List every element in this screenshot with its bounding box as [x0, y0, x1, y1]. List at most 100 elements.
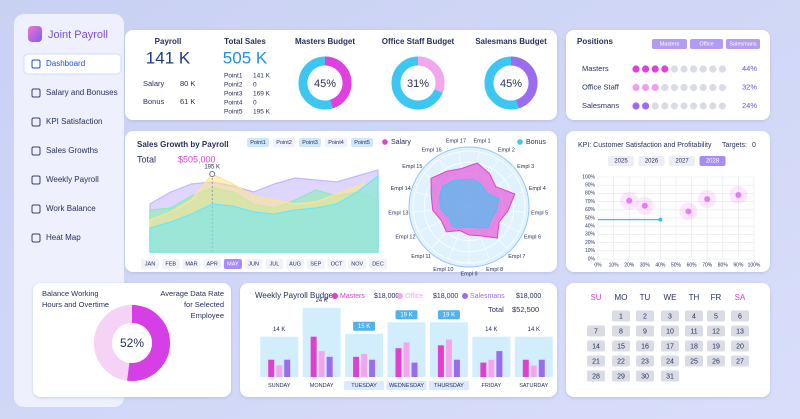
button-label[interactable]: Point2 — [276, 140, 292, 146]
button — [608, 156, 634, 166]
day[interactable]: 30 — [641, 373, 649, 380]
day[interactable]: 13 — [736, 328, 744, 335]
nav-item[interactable]: Salary and Bonuses — [46, 88, 118, 97]
x-tick-label[interactable]: DEC — [372, 261, 384, 267]
x-tick-label[interactable]: AUG — [289, 261, 301, 267]
button-label[interactable]: Salesmans — [729, 41, 756, 47]
day[interactable]: 1 — [619, 313, 623, 320]
day[interactable]: 2 — [643, 313, 647, 320]
nav-icon — [31, 146, 41, 156]
day[interactable]: 12 — [712, 328, 720, 335]
axis-label: Empl 2 — [498, 147, 515, 153]
button-label[interactable]: Point3 — [302, 140, 318, 146]
button-label[interactable]: 2026 — [645, 159, 659, 165]
day[interactable]: 14 — [592, 343, 600, 350]
day[interactable]: 6 — [738, 313, 742, 320]
button — [351, 138, 373, 147]
button-label[interactable]: 2027 — [675, 159, 689, 165]
day[interactable]: 19 — [712, 343, 720, 350]
chart-title: Office Staff Budget — [382, 37, 455, 46]
day[interactable]: 9 — [643, 328, 647, 335]
day-cell — [707, 310, 725, 322]
nav-item[interactable]: Weekly Payroll — [46, 175, 99, 184]
day[interactable]: 28 — [592, 373, 600, 380]
bar — [488, 359, 495, 377]
point-label: Point4 — [224, 100, 243, 107]
nav-item[interactable]: Heat Map — [46, 233, 81, 242]
button-label[interactable]: 2025 — [614, 159, 628, 165]
x-tick-label[interactable]: OCT — [331, 261, 343, 267]
day[interactable]: 20 — [736, 343, 744, 350]
balance-title-box: Balance Working Hours and Overtime — [42, 289, 110, 309]
x-tick-label[interactable]: MAY — [227, 261, 239, 267]
label: Salary — [143, 79, 165, 88]
button — [273, 138, 295, 147]
button-label[interactable]: Office — [699, 41, 713, 47]
button-label[interactable]: Masters — [660, 41, 680, 47]
total-label: Total — [488, 305, 504, 314]
button — [638, 156, 665, 166]
day[interactable]: 4 — [692, 313, 696, 320]
point — [685, 208, 692, 215]
day[interactable]: 25 — [690, 358, 698, 365]
x-tick-label[interactable]: JUN — [248, 261, 259, 267]
day-cell — [685, 325, 703, 337]
x-tick-label[interactable]: APR — [207, 261, 218, 267]
nav-item[interactable]: Dashboard — [46, 59, 85, 68]
day[interactable]: 5 — [714, 313, 718, 320]
x-tick-label[interactable]: NOV — [351, 261, 363, 267]
day[interactable]: 15 — [617, 343, 625, 350]
button-label[interactable]: 2028 — [706, 159, 720, 165]
day[interactable]: 24 — [666, 358, 674, 365]
bar — [318, 351, 325, 377]
day[interactable]: 3 — [668, 313, 672, 320]
day[interactable]: 31 — [666, 373, 674, 380]
nav-item[interactable]: Work Balance — [46, 204, 96, 213]
day[interactable]: 27 — [736, 358, 744, 365]
x-tick-label: FRIDAY — [481, 383, 501, 389]
button — [699, 156, 726, 166]
x-tick-label[interactable]: JUL — [269, 261, 279, 267]
day[interactable]: 17 — [666, 343, 674, 350]
day[interactable]: 21 — [592, 358, 600, 365]
balance-title: Balance Working Hours and Overtime — [42, 289, 110, 309]
label-box — [437, 310, 460, 320]
day-box — [428, 381, 469, 390]
button-label[interactable]: Point4 — [328, 140, 344, 146]
day[interactable]: 11 — [690, 328, 697, 335]
y-tick-label: 10% — [585, 248, 596, 254]
category-label: Salesmans — [582, 101, 619, 110]
day[interactable]: 29 — [617, 373, 625, 380]
nav-item[interactable]: Sales Growths — [46, 146, 98, 155]
day[interactable]: 18 — [690, 343, 698, 350]
label: Total Sales — [224, 37, 266, 46]
x-tick-label[interactable]: MAR — [185, 261, 197, 267]
x-tick-label: 80% — [718, 262, 729, 268]
x-tick-label[interactable]: SEP — [310, 261, 321, 267]
day[interactable]: 22 — [617, 358, 625, 365]
day-cell — [731, 325, 749, 337]
weekday: TH — [689, 293, 700, 302]
day[interactable]: 8 — [619, 328, 623, 335]
category-label: Office Staff — [582, 82, 620, 91]
axis-label: Empl 6 — [524, 234, 541, 240]
day[interactable]: 23 — [641, 358, 649, 365]
day[interactable]: 7 — [594, 328, 598, 335]
x-tick-label[interactable]: FEB — [165, 261, 176, 267]
axis-label: Empl 5 — [531, 211, 548, 217]
donut-hole — [112, 323, 152, 363]
month-box — [161, 259, 180, 269]
button — [726, 39, 760, 49]
day[interactable]: 10 — [666, 328, 674, 335]
day[interactable]: 16 — [641, 343, 649, 350]
button-label[interactable]: Point1 — [250, 140, 266, 146]
dot — [651, 83, 659, 92]
x-tick-label: MONDAY — [310, 383, 334, 389]
month-box — [223, 259, 242, 269]
day-cell — [587, 325, 605, 337]
x-tick-label[interactable]: JAN — [145, 261, 155, 267]
nav-item[interactable]: KPI Satisfaction — [46, 117, 102, 126]
day[interactable]: 26 — [712, 358, 720, 365]
value-label: 44% — [742, 64, 757, 73]
button-label[interactable]: Point5 — [354, 140, 370, 146]
